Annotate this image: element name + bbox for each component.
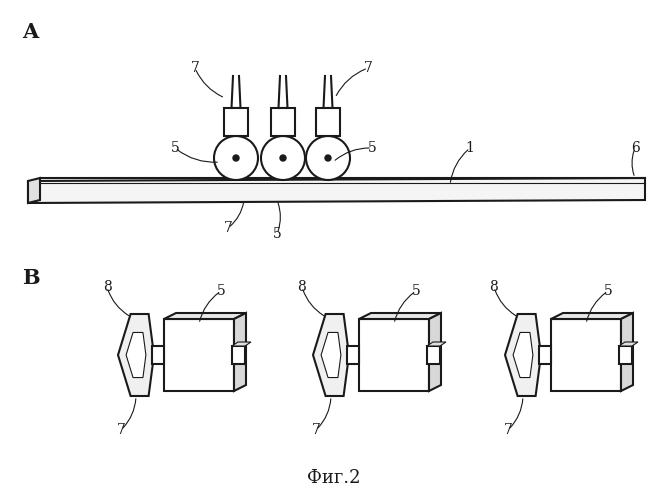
Text: A: A [22,22,38,42]
Polygon shape [619,342,638,346]
Text: 1: 1 [466,141,474,155]
Bar [539,346,551,364]
Polygon shape [429,313,441,391]
Polygon shape [427,342,446,346]
Text: 8: 8 [490,280,498,294]
Circle shape [261,136,305,180]
Circle shape [306,136,350,180]
Bar [224,108,248,136]
Polygon shape [505,314,541,396]
Text: B: B [22,268,39,288]
Text: 5: 5 [171,141,179,155]
Bar [359,319,429,391]
Circle shape [233,155,239,161]
Text: 6: 6 [631,141,640,155]
Bar [347,346,359,364]
Polygon shape [321,332,341,378]
Bar [316,108,340,136]
Text: 7: 7 [223,221,232,235]
Polygon shape [164,313,246,319]
Text: 5: 5 [368,141,377,155]
Polygon shape [28,178,645,203]
Text: 5: 5 [273,227,282,241]
Text: 8: 8 [298,280,306,294]
Bar [427,346,440,364]
Text: 5: 5 [217,284,225,298]
Circle shape [325,155,331,161]
Bar [164,319,234,391]
Polygon shape [621,313,633,391]
Bar [271,108,295,136]
Text: Фиг.2: Фиг.2 [307,469,361,487]
Text: 7: 7 [191,61,199,75]
Polygon shape [313,314,349,396]
Text: 7: 7 [116,423,126,437]
Polygon shape [513,332,533,378]
Text: 7: 7 [363,61,373,75]
Bar [551,319,621,391]
Text: 7: 7 [504,423,512,437]
Circle shape [280,155,286,161]
Polygon shape [359,313,441,319]
Polygon shape [118,314,154,396]
Polygon shape [28,178,40,203]
Circle shape [214,136,258,180]
Bar [232,346,245,364]
Polygon shape [126,332,146,378]
Bar [152,346,164,364]
Text: 7: 7 [312,423,320,437]
Polygon shape [234,313,246,391]
Polygon shape [551,313,633,319]
Text: 5: 5 [411,284,420,298]
Polygon shape [232,342,251,346]
Bar [619,346,632,364]
Text: 8: 8 [102,280,111,294]
Text: 5: 5 [603,284,612,298]
